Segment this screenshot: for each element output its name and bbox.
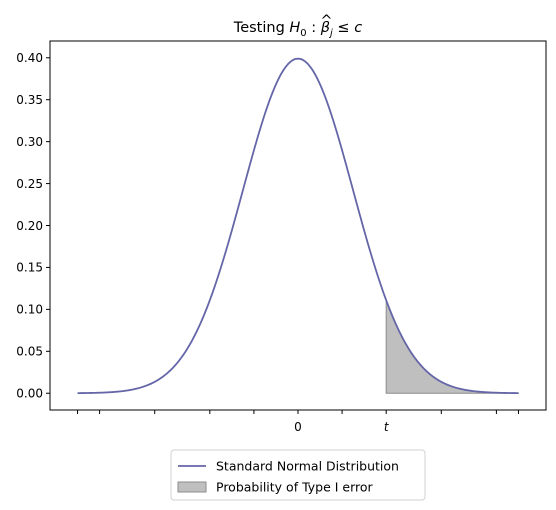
title-beta-subscript: j	[328, 28, 333, 39]
y-tick-label: 0.10	[16, 303, 43, 317]
y-tick-label: 0.00	[16, 387, 43, 401]
y-tick-label: 0.20	[16, 219, 43, 233]
x-tick-label: t	[384, 420, 390, 434]
legend-label: Probability of Type I error	[216, 480, 374, 495]
y-tick-label: 0.35	[16, 93, 43, 107]
legend-box	[170, 449, 426, 501]
title-h-subscript: 0	[300, 28, 306, 39]
title-h: H	[289, 20, 300, 36]
y-axis: 0.00 0.05 0.10 0.15 0.20 0.25 0.30 0.35 0.40	[16, 51, 50, 401]
series-layer	[77, 57, 519, 395]
y-tick-label: 0.05	[16, 345, 43, 359]
title-prefix: Testing	[233, 20, 290, 36]
y-tick-label: 0.30	[16, 135, 43, 149]
title-hat: ^	[320, 13, 332, 29]
legend-patch-swatch	[177, 481, 207, 493]
title-relation: ≤	[333, 20, 354, 36]
chart-title: Testing H0 : βj ≤ c	[233, 20, 362, 39]
title-colon: :	[307, 20, 321, 36]
legend: Standard Normal Distribution Probability …	[170, 449, 426, 501]
title-beta: β	[320, 20, 330, 36]
title-c: c	[354, 20, 362, 36]
y-tick-label: 0.25	[16, 177, 43, 191]
legend-label: Standard Normal Distribution	[216, 459, 399, 474]
series-line-standard-normal	[77, 57, 519, 395]
y-tick-label: 0.40	[16, 51, 43, 65]
y-tick-label: 0.15	[16, 261, 43, 275]
x-tick-label: 0	[294, 420, 302, 434]
